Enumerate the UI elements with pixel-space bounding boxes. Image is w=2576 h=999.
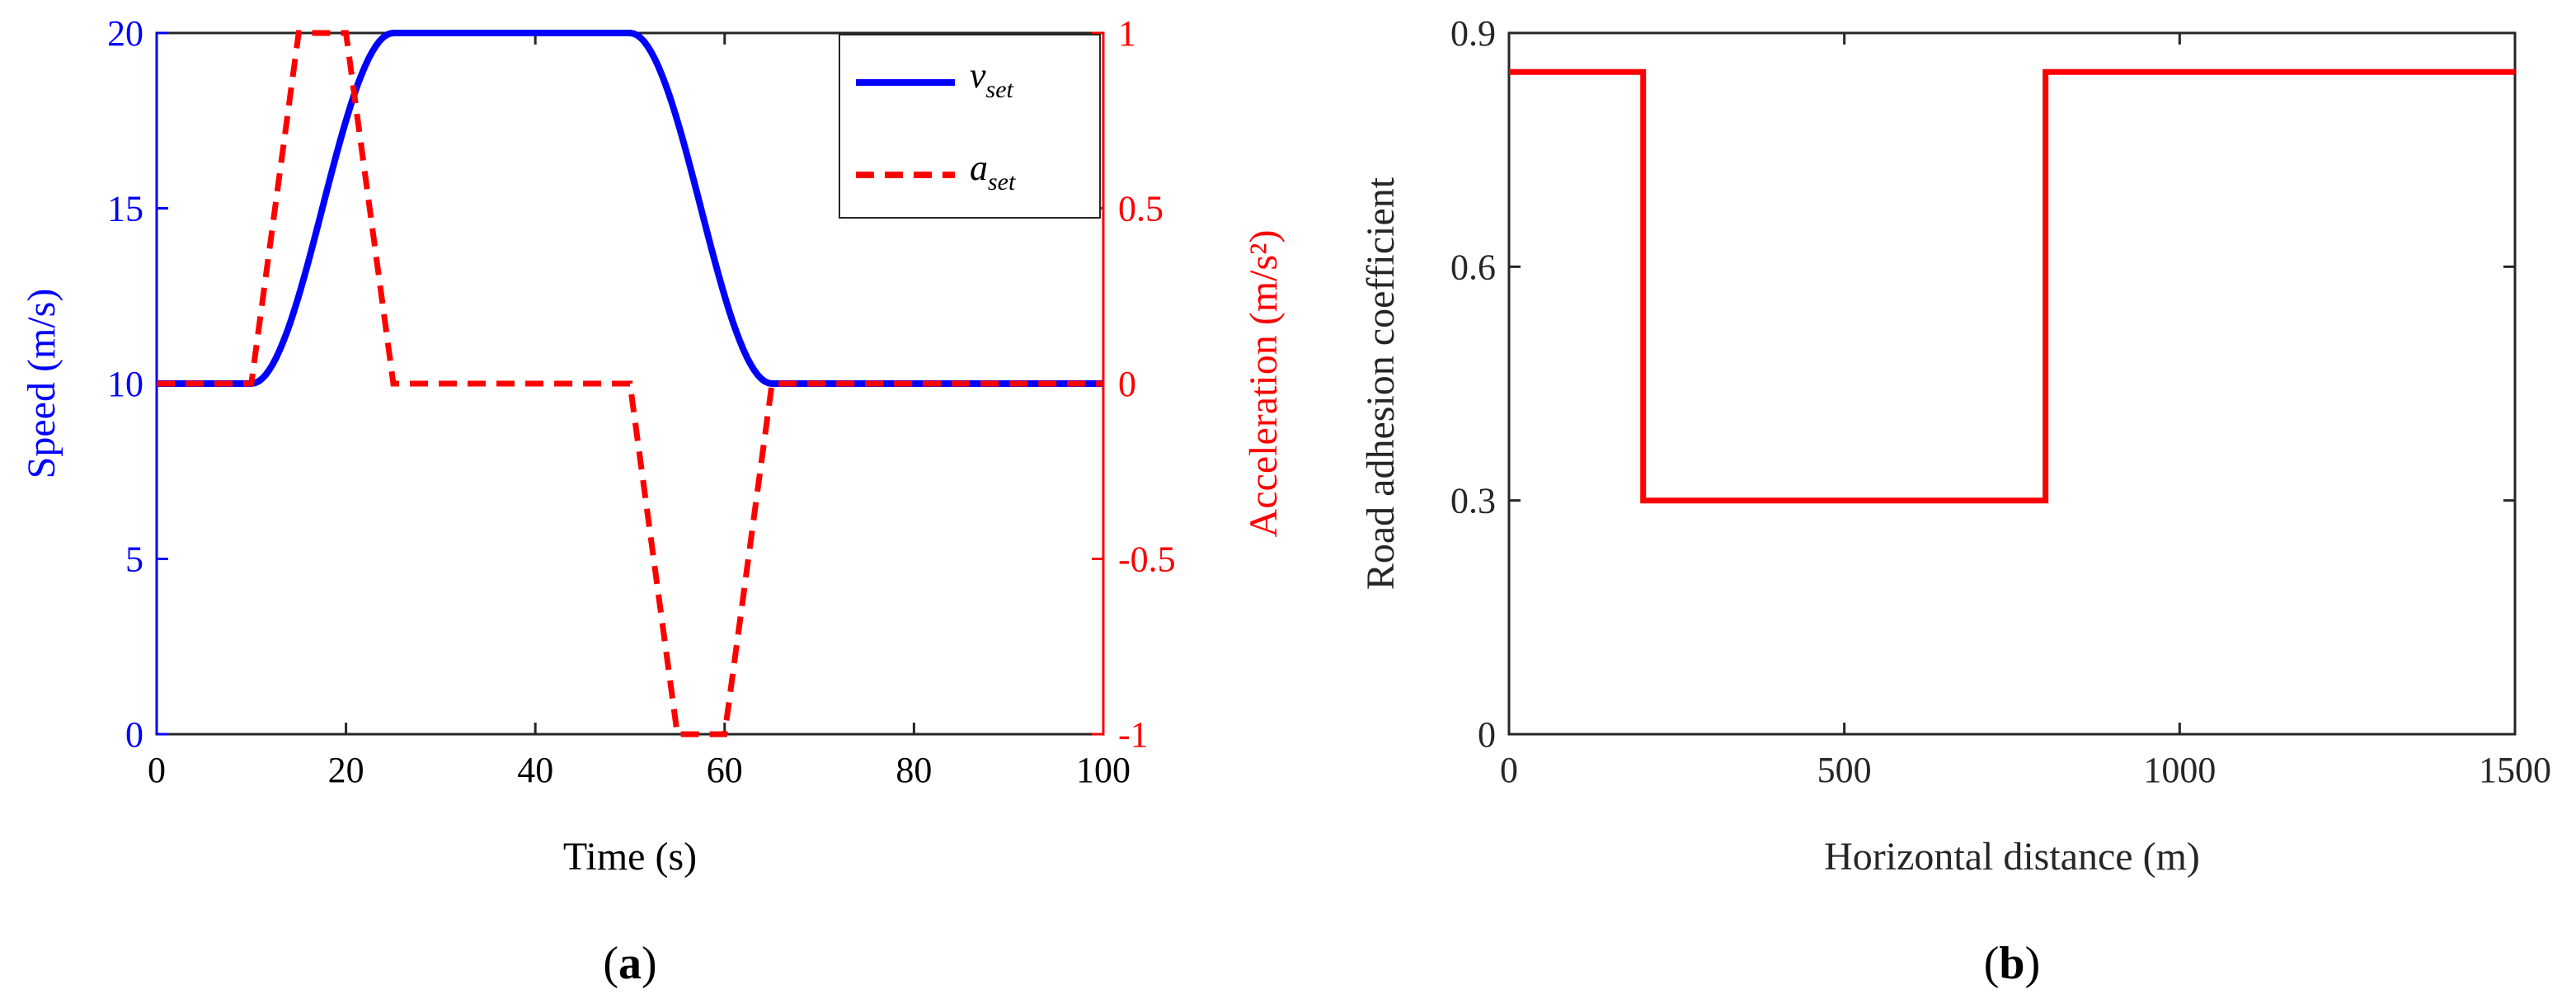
chart-a-series <box>155 30 1103 737</box>
chart-b-x-axis-label: Horizontal distance (m) <box>1824 835 2200 879</box>
chart-a-legend-box <box>839 34 1101 219</box>
x-tick-label: 60 <box>707 750 743 790</box>
x-tick-label: 0 <box>148 750 166 790</box>
x-tick-label: 1500 <box>2479 750 2551 790</box>
chart-a: 0 20 40 60 80 100 0 5 10 15 20 -1 -0.5 0 0.5 1 vset a… <box>20 13 1286 989</box>
chart-b-y-axis-label: Road adhesion coefficient <box>1359 177 1403 590</box>
x-tick-label: 20 <box>328 750 364 790</box>
chart-b-y-ticks: 0 0.3 0.6 0.9 <box>1450 13 2515 755</box>
x-tick-label: 80 <box>895 750 932 790</box>
right-y-tick-label: -1 <box>1118 714 1149 755</box>
y-tick-label: 0.3 <box>1450 481 1496 521</box>
y-tick-label: 0.9 <box>1450 13 1496 54</box>
left-y-tick-label: 5 <box>125 540 143 580</box>
chart-a-legend: vset aset <box>839 34 1101 219</box>
right-y-tick-label: 0.5 <box>1118 189 1163 229</box>
chart-b-panel-label: (b) <box>1984 938 2040 989</box>
chart-a-right-y-ticks: -1 -0.5 0 0.5 1 <box>1092 13 1176 755</box>
chart-a-x-ticks: 0 20 40 60 80 100 <box>148 33 1131 790</box>
x-tick-label: 0 <box>1500 750 1518 790</box>
chart-a-right-y-axis-label: Acceleration (m/s²) <box>1242 230 1286 538</box>
series-line-adhesion <box>1509 68 2515 504</box>
left-y-tick-label: 10 <box>107 364 143 404</box>
chart-b-series <box>1509 68 2515 504</box>
chart-b: 0 500 1000 1500 0 0.3 0.6 0.9 Horizontal dista… <box>1359 13 2551 989</box>
series-line-a-set <box>157 30 1103 737</box>
right-y-tick-label: 1 <box>1118 13 1136 54</box>
chart-b-x-ticks: 0 500 1000 1500 <box>1500 33 2551 790</box>
x-tick-label: 40 <box>517 750 553 790</box>
y-tick-label: 0.6 <box>1450 247 1496 287</box>
legend-label-v-set: vset <box>970 55 1014 103</box>
left-y-tick-label: 15 <box>107 189 143 229</box>
x-tick-label: 100 <box>1076 750 1131 790</box>
chart-b-plot-area <box>1507 31 2517 736</box>
right-y-tick-label: 0 <box>1118 364 1136 404</box>
x-tick-label: 500 <box>1817 750 1872 790</box>
chart-a-x-axis-label: Time (s) <box>563 835 697 879</box>
right-y-tick-label: -0.5 <box>1118 540 1176 580</box>
chart-a-panel-label: (a) <box>603 938 656 989</box>
x-tick-label: 1000 <box>2143 750 2216 790</box>
y-tick-label: 0 <box>1478 714 1496 755</box>
legend-label-a-set: aset <box>970 148 1016 196</box>
left-y-tick-label: 20 <box>107 13 143 54</box>
series-line-v-set <box>155 30 1103 387</box>
chart-a-left-y-axis-label: Speed (m/s) <box>20 289 63 479</box>
left-y-tick-label: 0 <box>125 714 143 755</box>
